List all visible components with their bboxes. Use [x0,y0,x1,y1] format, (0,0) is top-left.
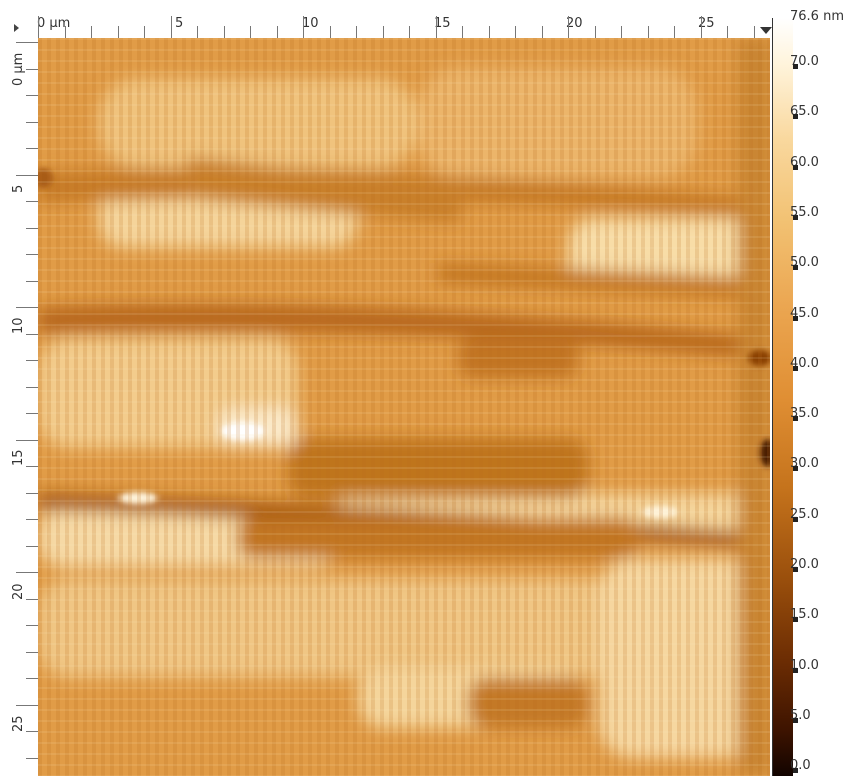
scale-tick [793,768,798,774]
ruler-tick [16,174,38,176]
left-ruler-label: 25 [11,715,26,732]
ruler-tick [26,598,38,600]
scale-tick [793,617,798,623]
color-scale-bar [772,18,793,776]
ruler-tick [170,16,172,38]
scale-tick [793,315,798,321]
scale-tick [793,567,798,572]
expand-arrow-icon[interactable] [14,24,19,32]
afm-height-image[interactable] [38,38,770,776]
scale-tick [793,64,798,69]
chevron-down-icon[interactable] [760,27,772,34]
top-ruler-label: 10 [302,16,319,31]
left-ruler-label: 20 [11,583,26,600]
ruler-tick [16,704,38,706]
left-ruler: 0 μm 5 10 15 20 25 [0,38,38,776]
ruler-tick [26,121,38,123]
ruler-tick [303,16,304,38]
ruler-tick [594,26,596,38]
ruler-tick [26,148,38,149]
scale-tick [793,717,798,723]
ruler-tick [382,26,384,38]
ruler-tick [197,26,198,38]
ruler-tick [727,26,728,38]
top-ruler: 0 μm 5 10 15 20 25 [0,0,775,38]
scale-tick [793,265,798,271]
ruler-tick [64,26,66,38]
scale-tick [793,214,798,220]
ruler-tick [16,572,38,573]
ruler-tick [223,26,225,38]
ruler-tick [144,26,145,38]
ruler-tick [409,26,410,38]
ruler-tick [26,731,38,732]
ruler-tick [435,16,437,38]
ruler-tick [26,519,38,520]
ruler-tick [26,333,38,335]
afm-height-map [38,38,770,776]
ruler-tick [26,227,38,229]
ruler-tick [16,307,38,308]
top-ruler-label: 5 [175,16,184,31]
top-ruler-label: 25 [698,16,715,31]
ruler-tick [26,280,38,282]
scale-max-label: 76.6 nm [790,9,843,24]
ruler-tick [38,16,39,38]
scale-tick [793,114,798,120]
left-ruler-label: 0 μm [11,52,26,86]
left-ruler-label: 15 [11,449,26,466]
ruler-tick [26,466,38,467]
scale-tick [793,466,798,472]
ruler-tick [26,413,38,414]
ruler-tick [515,26,516,38]
ruler-tick [26,651,38,653]
top-ruler-label: 0 μm [37,16,71,31]
ruler-tick [276,26,278,38]
ruler-tick [700,16,702,38]
ruler-tick [26,757,38,759]
ruler-tick [26,492,38,494]
scale-tick [793,516,798,522]
top-ruler-label: 15 [434,16,451,31]
ruler-tick [26,95,38,96]
scale-tick [793,164,798,170]
ruler-tick [16,439,38,441]
top-ruler-label: 20 [566,16,583,31]
ruler-tick [26,678,38,679]
ruler-tick [621,26,622,38]
left-ruler-label: 5 [11,184,26,193]
ruler-tick [26,254,38,255]
ruler-tick [356,26,357,38]
ruler-tick [26,68,38,70]
ruler-tick [91,26,92,38]
ruler-tick [488,26,490,38]
ruler-tick [26,545,38,547]
ruler-tick [26,625,38,626]
scale-tick [793,416,798,422]
ruler-tick [462,26,463,38]
ruler-tick [26,201,38,202]
ruler-tick [250,26,251,38]
ruler-tick [16,42,38,43]
ruler-tick [647,26,649,38]
left-ruler-label: 10 [11,317,26,334]
ruler-tick [117,26,119,38]
ruler-tick [329,26,331,38]
ruler-tick [674,26,675,38]
ruler-tick [541,26,543,38]
ruler-tick [26,386,38,388]
ruler-tick [568,16,569,38]
scale-tick [793,667,798,673]
scale-tick [793,365,798,371]
ruler-tick [753,26,755,38]
ruler-tick [26,360,38,361]
